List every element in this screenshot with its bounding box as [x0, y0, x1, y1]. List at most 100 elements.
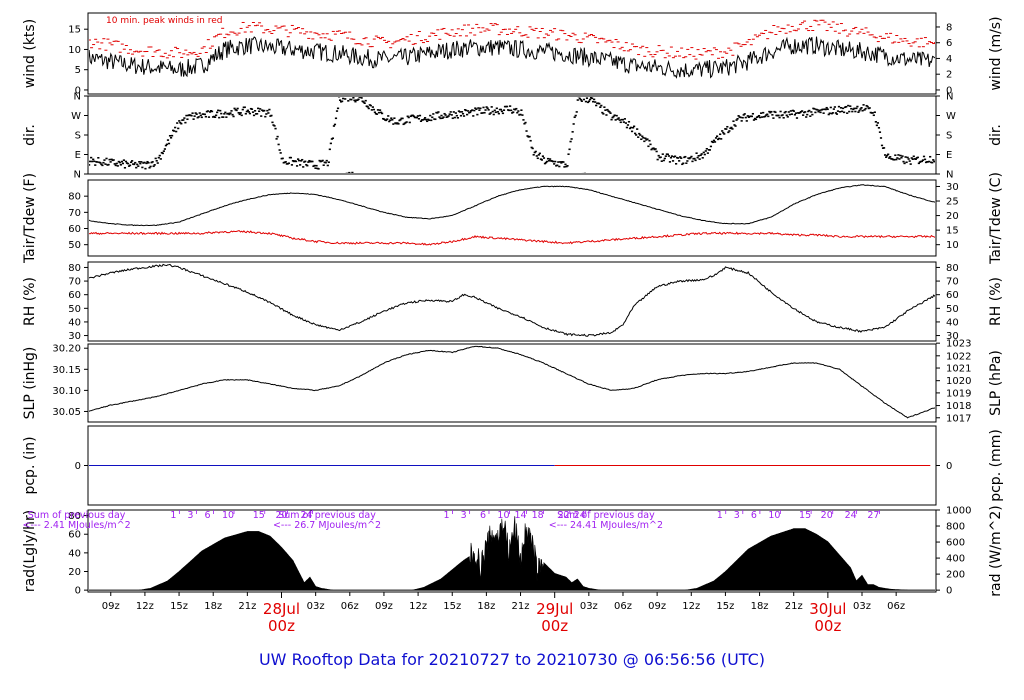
dir-point	[346, 172, 349, 173]
dir-point	[873, 111, 876, 114]
dir-point	[130, 161, 133, 164]
dir-point	[429, 114, 432, 117]
y-tick-label-right: 600	[946, 538, 965, 549]
dir-point	[835, 113, 839, 115]
dir-point	[276, 135, 279, 138]
dir-point	[204, 115, 207, 118]
dir-point	[493, 109, 496, 112]
y-axis-label: Tair/Tdew (F)	[22, 173, 38, 264]
dir-point	[901, 155, 904, 157]
dir-point	[521, 114, 524, 116]
dir-point	[557, 161, 560, 163]
dir-point	[455, 114, 458, 117]
dir-point	[921, 159, 925, 161]
panel-frame	[87, 12, 937, 95]
dir-point	[214, 116, 217, 119]
y-tick-label-right: 30	[946, 331, 959, 342]
y-tick-label-right: 40	[946, 317, 959, 328]
dir-point	[538, 152, 541, 155]
y-tick-label-right: 1018	[946, 401, 971, 412]
dir-point	[691, 160, 694, 163]
dir-point	[245, 110, 248, 113]
x-tick-label: 06z	[341, 601, 359, 612]
dir-point	[425, 118, 428, 121]
dir-point	[681, 163, 684, 166]
dir-point	[295, 165, 299, 167]
dir-point	[532, 154, 535, 156]
dir-point	[548, 158, 552, 160]
dir-point	[206, 110, 210, 112]
dir-point	[746, 115, 749, 117]
dir-point	[544, 161, 548, 164]
dir-point	[512, 111, 515, 113]
dir-point	[572, 123, 575, 125]
dir-point	[428, 119, 431, 121]
dir-point	[628, 127, 632, 130]
dir-point	[649, 143, 652, 146]
x-tick-label: 09z	[375, 601, 393, 612]
dir-point	[222, 116, 225, 118]
dir-point	[230, 110, 233, 112]
dir-point	[807, 110, 810, 113]
dir-point	[397, 123, 400, 125]
dir-point	[671, 160, 675, 162]
y-tick-label: 70	[68, 277, 81, 288]
dir-point	[412, 115, 415, 118]
dir-point	[502, 109, 506, 111]
dir-point	[644, 137, 647, 140]
dir-point	[344, 98, 347, 100]
dir-point	[390, 117, 393, 119]
dir-point	[442, 116, 445, 118]
dir-point	[821, 108, 824, 111]
dir-point	[252, 114, 256, 117]
dir-point	[489, 112, 492, 114]
dir-point	[525, 130, 528, 132]
dir-point	[134, 161, 137, 164]
y-tick-label-right: 2	[946, 70, 952, 81]
dir-point	[663, 157, 666, 160]
dir-point	[871, 112, 874, 114]
dir-point	[673, 155, 677, 158]
y-tick-label-right: S	[946, 131, 952, 142]
y-axis-label: RH (%)	[22, 277, 38, 326]
dir-point	[484, 109, 487, 111]
dir-point	[191, 112, 194, 114]
day-label: 30Jul	[809, 600, 846, 618]
dir-point	[183, 117, 186, 119]
dir-point	[718, 137, 721, 140]
y-axis-label: wind (kts)	[22, 19, 38, 88]
dir-point	[352, 97, 355, 99]
y-tick-label: 40	[68, 317, 81, 328]
dir-point	[922, 155, 926, 158]
dir-point	[744, 116, 747, 119]
dir-point	[670, 155, 674, 157]
dir-point	[175, 130, 178, 133]
dir-point	[546, 157, 550, 160]
y-tick-label-right: 30	[946, 182, 959, 193]
sun-hour-label: 6	[751, 510, 757, 521]
dir-point	[182, 119, 185, 121]
dir-point	[304, 160, 307, 163]
y-axis-label-right: Tair/Tdew (C)	[988, 172, 1004, 265]
panel-wind: 0 5 10 15 0 2 4 6 8 wind (kts) wind (m/s) 10 min. p…	[22, 12, 1004, 96]
dir-point	[929, 155, 932, 158]
x-tick-label: 18z	[751, 601, 769, 612]
dir-point	[482, 106, 485, 109]
dir-point	[186, 118, 189, 121]
dir-point	[514, 108, 517, 111]
dir-point	[107, 163, 110, 166]
dir-point	[444, 114, 447, 116]
dir-point	[806, 113, 809, 116]
dir-point	[422, 118, 426, 121]
dir-point	[290, 164, 294, 166]
dir-point	[91, 160, 94, 163]
sun-hour-label: 3	[187, 510, 193, 521]
sun-hour-label: 24	[300, 510, 312, 521]
dir-point	[524, 121, 527, 124]
dir-point	[771, 114, 774, 116]
dir-point	[378, 109, 382, 111]
y-tick-label: 0	[75, 586, 81, 597]
dir-point	[627, 120, 631, 123]
dir-point	[822, 112, 825, 114]
